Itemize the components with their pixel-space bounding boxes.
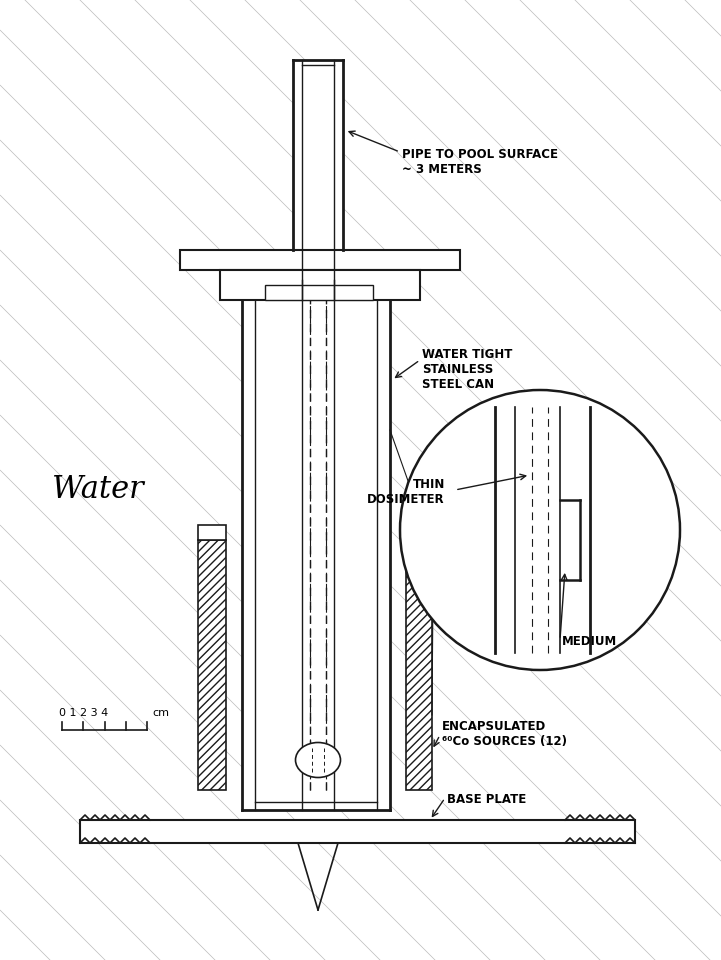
Bar xyxy=(293,60,343,250)
Circle shape xyxy=(400,390,680,670)
Bar xyxy=(406,525,432,540)
Text: ENCAPSULATED
⁶⁰Co SOURCES (12): ENCAPSULATED ⁶⁰Co SOURCES (12) xyxy=(442,720,567,748)
Bar xyxy=(198,540,226,790)
Text: 0 1 2 3 4: 0 1 2 3 4 xyxy=(59,708,108,718)
Text: MEDIUM: MEDIUM xyxy=(562,635,617,648)
Text: BASE PLATE: BASE PLATE xyxy=(447,793,526,806)
Bar xyxy=(242,280,390,810)
Bar xyxy=(220,270,420,300)
Bar xyxy=(80,820,635,843)
Text: PIPE TO POOL SURFACE
~ 3 METERS: PIPE TO POOL SURFACE ~ 3 METERS xyxy=(402,148,558,176)
Bar xyxy=(198,525,226,540)
Text: cm: cm xyxy=(152,708,169,718)
Text: Water: Water xyxy=(52,474,143,506)
Bar xyxy=(265,285,373,300)
Text: THIN
DOSIMETER: THIN DOSIMETER xyxy=(368,478,445,506)
Ellipse shape xyxy=(296,742,340,778)
Bar xyxy=(495,407,590,653)
Bar xyxy=(406,540,432,790)
Bar xyxy=(180,250,460,270)
Bar xyxy=(302,280,334,810)
Text: WATER TIGHT
STAINLESS
STEEL CAN: WATER TIGHT STAINLESS STEEL CAN xyxy=(422,348,513,391)
